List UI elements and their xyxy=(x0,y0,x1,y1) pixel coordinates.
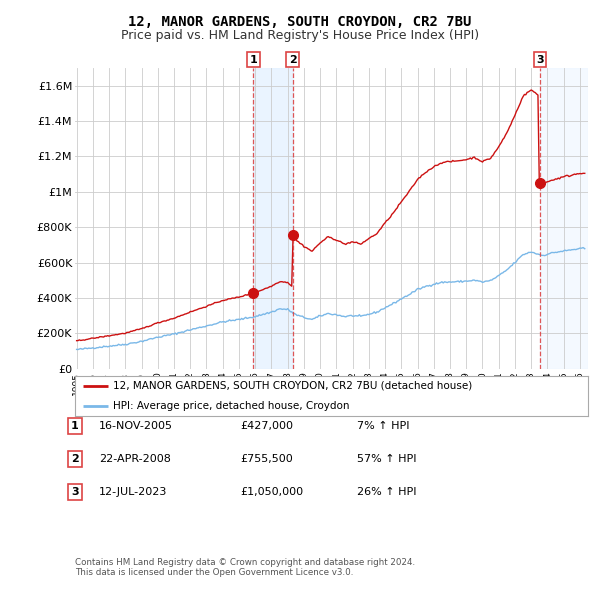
Text: 3: 3 xyxy=(71,487,79,497)
Text: 57% ↑ HPI: 57% ↑ HPI xyxy=(357,454,416,464)
Text: 26% ↑ HPI: 26% ↑ HPI xyxy=(357,487,416,497)
Text: 1: 1 xyxy=(250,55,257,65)
Text: £755,500: £755,500 xyxy=(240,454,293,464)
Text: 2: 2 xyxy=(289,55,296,65)
Text: 12-JUL-2023: 12-JUL-2023 xyxy=(99,487,167,497)
Bar xyxy=(253,68,293,369)
Text: 22-APR-2008: 22-APR-2008 xyxy=(99,454,171,464)
Text: 1: 1 xyxy=(71,421,79,431)
Text: 2: 2 xyxy=(71,454,79,464)
Text: 12, MANOR GARDENS, SOUTH CROYDON, CR2 7BU: 12, MANOR GARDENS, SOUTH CROYDON, CR2 7B… xyxy=(128,15,472,29)
Text: £427,000: £427,000 xyxy=(240,421,293,431)
Text: HPI: Average price, detached house, Croydon: HPI: Average price, detached house, Croy… xyxy=(113,401,350,411)
Text: £1,050,000: £1,050,000 xyxy=(240,487,303,497)
Text: Contains HM Land Registry data © Crown copyright and database right 2024.
This d: Contains HM Land Registry data © Crown c… xyxy=(75,558,415,577)
Bar xyxy=(540,68,588,369)
Text: 16-NOV-2005: 16-NOV-2005 xyxy=(99,421,173,431)
Text: 7% ↑ HPI: 7% ↑ HPI xyxy=(357,421,409,431)
Text: Price paid vs. HM Land Registry's House Price Index (HPI): Price paid vs. HM Land Registry's House … xyxy=(121,30,479,42)
Text: 3: 3 xyxy=(536,55,544,65)
Text: 12, MANOR GARDENS, SOUTH CROYDON, CR2 7BU (detached house): 12, MANOR GARDENS, SOUTH CROYDON, CR2 7B… xyxy=(113,381,473,391)
